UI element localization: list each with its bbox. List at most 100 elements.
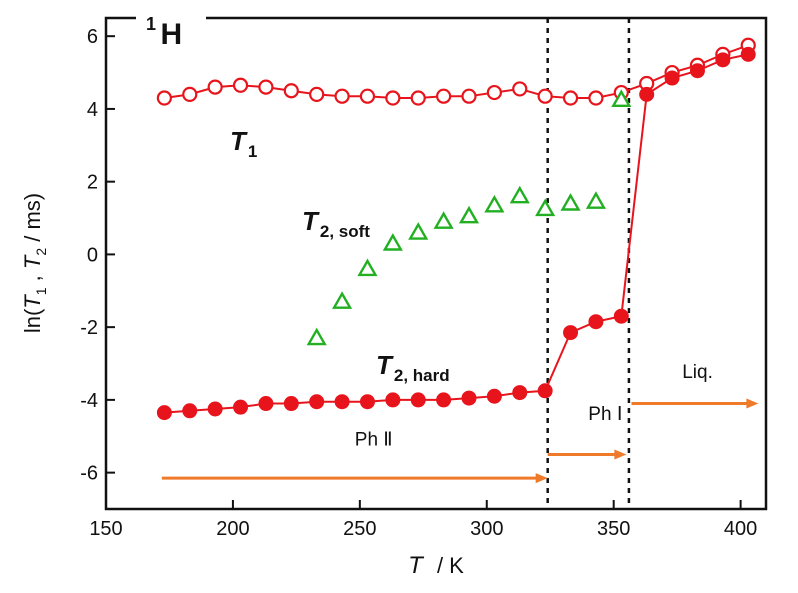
x-axis-title: T / K (408, 552, 464, 579)
series-line-t2-hard (164, 53, 749, 414)
data-point-t2-hard (283, 396, 299, 412)
nucleus-label-box (136, 8, 206, 56)
data-point-t2-soft (560, 193, 581, 211)
data-point-t2-hard (588, 314, 604, 330)
y-tick-label: -6 (80, 463, 98, 485)
data-point-t2-hard (385, 392, 401, 408)
x-tick-label: 300 (470, 518, 503, 540)
series-label-t2-hard: T 2, hard (376, 350, 450, 385)
data-point-t2-soft (332, 291, 353, 309)
data-point-t2-hard (715, 52, 731, 68)
y-axis-title-part: ln( (20, 308, 45, 333)
phase-arrow-head (614, 449, 627, 460)
data-point-t2-soft (408, 222, 429, 240)
phase-label: Ph Ⅰ (588, 404, 622, 425)
y-tick-label: 4 (87, 99, 98, 121)
nucleus-label-main: H (160, 18, 182, 51)
data-point-t1 (385, 90, 401, 106)
data-point-t2-hard (461, 390, 477, 406)
y-tick-label: 0 (87, 244, 98, 266)
data-point-t1 (486, 84, 502, 101)
x-tick-label: 250 (343, 518, 376, 540)
data-point-t2-hard (486, 388, 502, 404)
data-point-t1 (537, 88, 553, 104)
data-point-t2-hard (613, 308, 629, 324)
data-point-t1 (182, 86, 198, 102)
data-point-t2-soft (382, 233, 403, 251)
data-point-t1 (232, 77, 249, 93)
data-point-t2-hard (512, 385, 528, 401)
data-point-t2-soft (357, 258, 378, 277)
data-point-t2-hard (436, 392, 452, 408)
data-point-t2-hard (689, 63, 705, 79)
data-point-t1 (562, 90, 579, 106)
data-point-t2-hard (233, 399, 249, 415)
series-label-t2-soft: T 2, soft (302, 206, 370, 241)
data-point-t1 (309, 86, 325, 102)
data-series (156, 37, 756, 421)
data-point-t2-hard (359, 394, 375, 410)
nucleus-label: 1 H (146, 14, 182, 51)
data-point-t2-hard (182, 403, 198, 419)
x-axis-symbol: T (408, 552, 425, 579)
phase-label: Ph Ⅱ (355, 429, 393, 450)
y-tick-label: -2 (80, 317, 98, 339)
x-tick-label: 150 (89, 518, 122, 540)
data-point-t1 (359, 88, 376, 104)
y-axis-title-part: T (20, 294, 45, 309)
data-point-t2-hard (639, 86, 655, 102)
y-axis-title-part: , (20, 269, 45, 287)
data-point-t1 (156, 90, 172, 106)
data-point-t2-hard (537, 383, 553, 399)
y-tick-label: -4 (80, 390, 98, 412)
data-point-t2-hard (563, 325, 579, 341)
data-point-t1 (436, 88, 452, 104)
y-axis-title-part: T (20, 254, 45, 269)
series-line-t1 (164, 44, 749, 100)
data-point-t2-soft (484, 194, 505, 213)
data-point-t2-hard (258, 396, 274, 412)
data-point-t2-soft (306, 327, 327, 346)
x-tick-label: 200 (216, 518, 249, 540)
series-labels: T 1 T 2, soft T 2, hard (230, 126, 450, 385)
axis-ticks: 150 200 250 300 350 400 6 4 2 0 -2 -4 -6 (80, 26, 757, 540)
data-point-t2-hard (334, 394, 350, 410)
data-point-t2-hard (410, 392, 426, 408)
x-axis-unit: / K (437, 553, 464, 578)
phase-arrow-head (746, 398, 759, 409)
phase-arrow-head (535, 473, 548, 484)
data-point-t1 (258, 79, 274, 95)
data-point-t2-soft (509, 185, 530, 204)
data-point-t2-hard (309, 394, 325, 410)
data-point-t2-soft (433, 211, 454, 229)
data-point-t1 (283, 83, 299, 99)
y-axis-title: ln(T1 , T2 / ms) (20, 193, 49, 333)
data-point-t2-soft (458, 205, 480, 224)
x-tick-label: 350 (597, 518, 630, 540)
data-point-t1 (410, 90, 426, 106)
y-axis-title-part: 1 (33, 287, 49, 295)
y-axis-title-part: / ms) (20, 193, 45, 248)
data-point-t1 (334, 88, 350, 104)
data-point-t1 (207, 79, 223, 95)
data-point-t2-soft (585, 191, 606, 209)
data-point-t2-soft (535, 198, 556, 217)
nucleus-label-sup: 1 (146, 14, 156, 34)
data-point-t1 (588, 90, 604, 106)
x-tick-label: 400 (724, 518, 757, 540)
data-point-t1 (461, 88, 477, 104)
data-point-t2-soft (611, 89, 632, 108)
phase-annotations: Ph Ⅱ Ph Ⅰ Liq. (161, 362, 759, 484)
phase-label: Liq. (682, 362, 713, 383)
data-point-t2-hard (664, 70, 680, 86)
data-point-t2-hard (740, 46, 756, 62)
y-axis-title-part: 2 (33, 248, 49, 256)
data-point-t2-hard (156, 405, 172, 421)
data-point-t2-hard (207, 401, 223, 417)
plot-frame (104, 16, 768, 511)
y-tick-label: 6 (87, 26, 98, 48)
data-point-t1 (512, 81, 528, 97)
y-tick-label: 2 (87, 172, 98, 194)
